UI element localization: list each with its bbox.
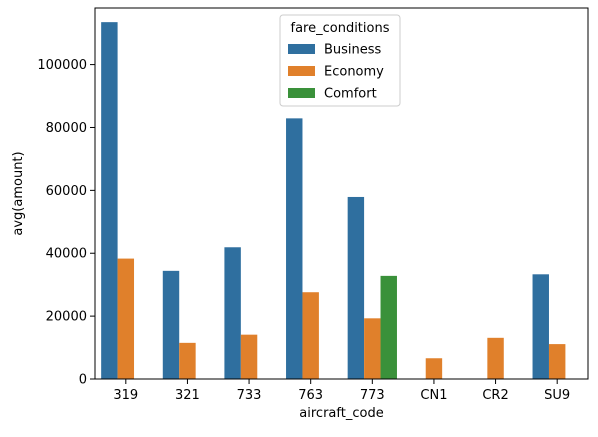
legend-swatch-business bbox=[288, 44, 315, 54]
bar-economy-763 bbox=[302, 292, 319, 379]
y-tick-label: 60000 bbox=[46, 184, 87, 199]
bar-economy-319 bbox=[117, 258, 135, 379]
y-tick-label: 80000 bbox=[46, 121, 87, 136]
bar-business-733 bbox=[224, 247, 241, 379]
legend-swatch-comfort bbox=[288, 88, 315, 98]
y-axis-label: avg(amount) bbox=[11, 151, 26, 235]
bar-comfort-773 bbox=[380, 275, 397, 379]
bar-economy-cn1 bbox=[425, 358, 443, 379]
x-tick-label: CR2 bbox=[482, 388, 508, 403]
legend-title: fare_conditions bbox=[291, 21, 390, 36]
bar-business-su9 bbox=[532, 274, 549, 379]
legend-label-comfort: Comfort bbox=[324, 87, 377, 102]
x-tick-label: 763 bbox=[298, 388, 323, 403]
y-tick-label: 40000 bbox=[46, 247, 87, 262]
bar-business-319 bbox=[101, 22, 118, 379]
x-tick-label: 773 bbox=[360, 388, 385, 403]
x-axis: 319 321 733 763 773 CN1 CR2 SU9 bbox=[113, 379, 570, 403]
x-axis-label: aircraft_code bbox=[299, 406, 383, 421]
x-tick-label: CN1 bbox=[420, 388, 447, 403]
x-tick-label: 321 bbox=[175, 388, 200, 403]
y-tick-label: 100000 bbox=[37, 58, 87, 73]
bar-business-321 bbox=[162, 270, 180, 379]
bar-economy-733 bbox=[240, 334, 258, 379]
bars-layer bbox=[101, 22, 566, 379]
legend-swatch-economy bbox=[288, 66, 315, 76]
bar-business-773 bbox=[347, 196, 365, 379]
x-tick-label: 319 bbox=[113, 388, 138, 403]
y-axis: 0 20000 40000 60000 80000 100000 bbox=[37, 58, 95, 388]
legend-label-business: Business bbox=[324, 43, 382, 58]
y-tick-label: 20000 bbox=[46, 310, 87, 325]
legend-box bbox=[279, 14, 401, 107]
bar-economy-773 bbox=[364, 318, 381, 379]
legend: fare_conditions Business Economy Comfort bbox=[279, 14, 401, 107]
plot-frame bbox=[94, 7, 589, 380]
bar-economy-321 bbox=[179, 342, 196, 379]
bar-economy-cr2 bbox=[487, 337, 504, 379]
x-tick-label: SU9 bbox=[544, 388, 570, 403]
x-tick-label: 733 bbox=[237, 388, 262, 403]
y-tick-label: 0 bbox=[79, 373, 87, 388]
bar-economy-su9 bbox=[548, 344, 566, 379]
bar-business-763 bbox=[286, 118, 303, 379]
legend-label-economy: Economy bbox=[324, 65, 384, 80]
